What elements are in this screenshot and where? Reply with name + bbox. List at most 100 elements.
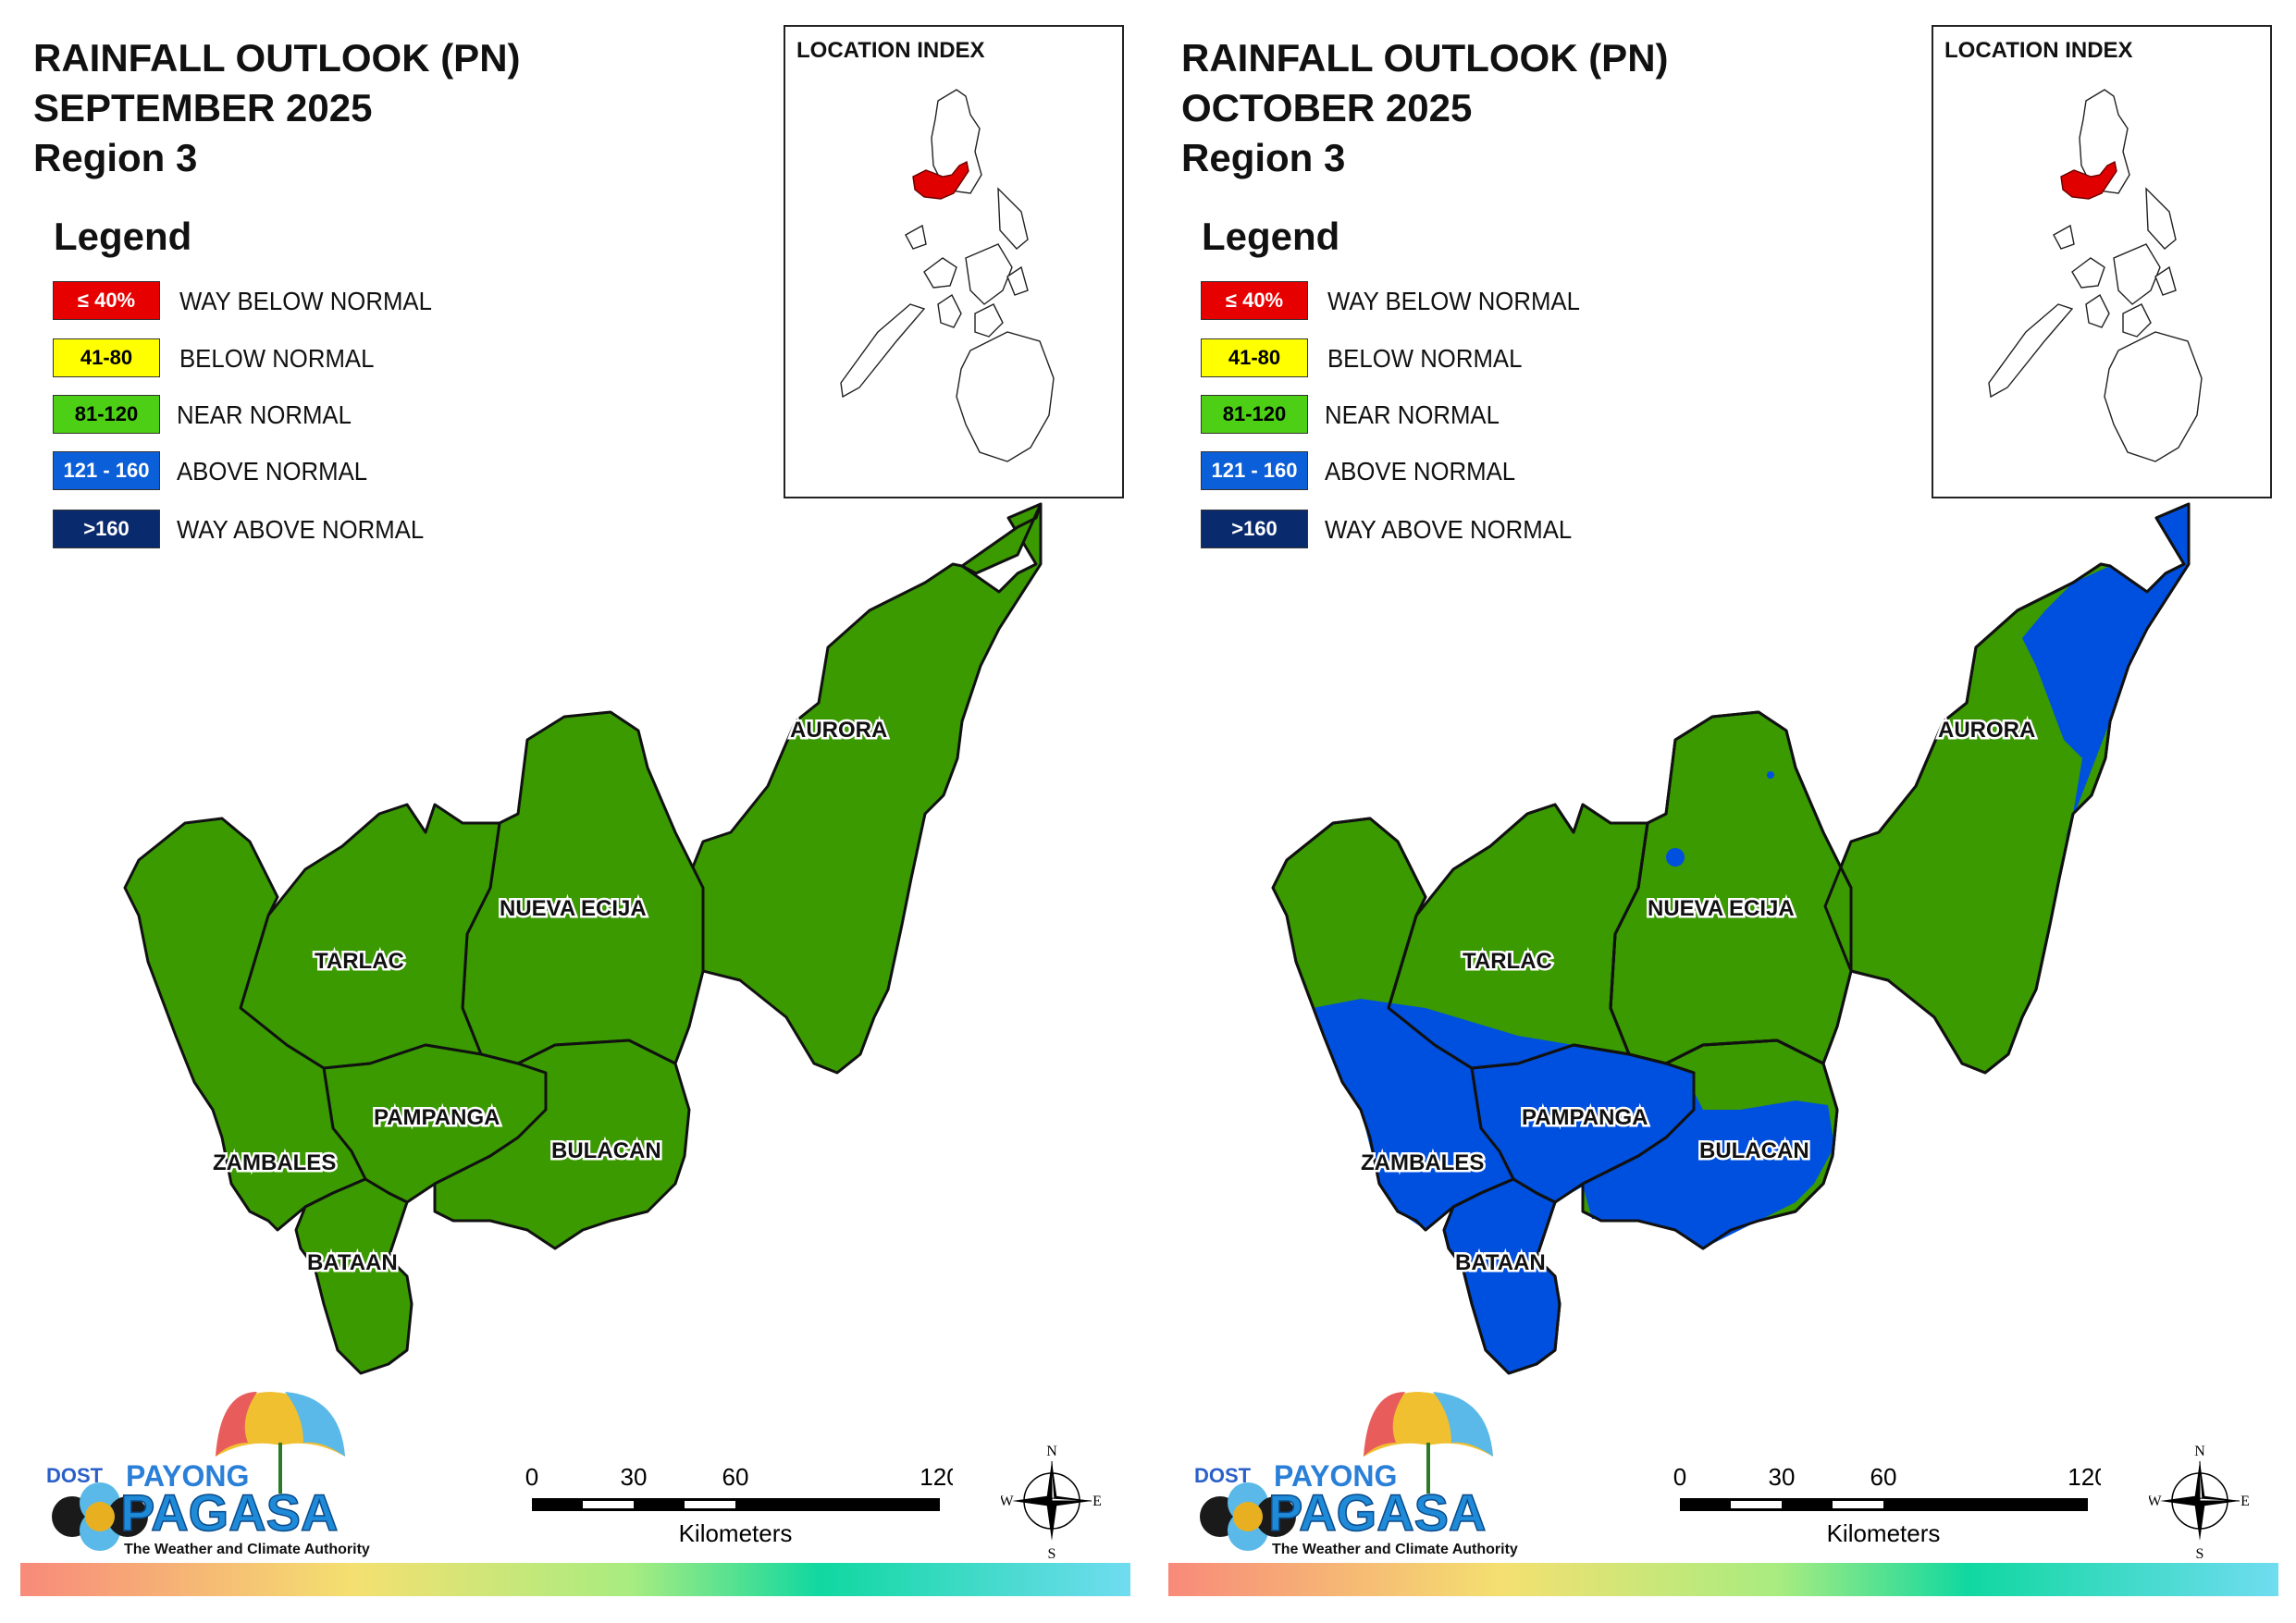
scale-bar: 0 30 60 120 Kilometers [1666, 1461, 2108, 1554]
legend-swatch: 41-80 [53, 338, 160, 377]
bataan-province [1442, 1177, 1562, 1375]
logo-payong: PAYONG [1274, 1459, 1397, 1493]
legend-swatch: ≤ 40% [1201, 281, 1308, 320]
legend-label: BELOW NORMAL [1327, 344, 1523, 373]
compass-e: E [2240, 1494, 2250, 1509]
logo-tagline: The Weather and Climate Authority [124, 1542, 370, 1557]
label-zambales: ZAMBALES [213, 1150, 336, 1175]
title-line-2: SEPTEMBER 2025 [33, 86, 373, 129]
label-bataan: BATAAN [307, 1250, 398, 1275]
aurora-tail [960, 502, 1043, 575]
philippines-outline-map [1988, 89, 2203, 462]
legend-label: ABOVE NORMAL [177, 457, 368, 486]
rainbow-gradient-bar [20, 1563, 1130, 1596]
logo-pagasa: PAGASA [120, 1483, 338, 1542]
label-pampanga: PAMPANGA [374, 1105, 500, 1130]
label-aurora: AURORA [790, 718, 887, 743]
logo-tagline: The Weather and Climate Authority [1272, 1542, 1518, 1557]
compass-n: N [1046, 1444, 1057, 1459]
legend-label: ABOVE NORMAL [1325, 457, 1516, 486]
label-bulacan: BULACAN [1699, 1138, 1809, 1163]
september-outlook-panel: RAINFALL OUTLOOK (PN) SEPTEMBER 2025 Reg… [20, 25, 1130, 1596]
tarlac-province [239, 803, 501, 1070]
map-title: RAINFALL OUTLOOK (PN) SEPTEMBER 2025 Reg… [33, 33, 521, 183]
legend-swatch: 81-120 [1201, 395, 1308, 434]
scale-tick-120: 120 [2068, 1463, 2101, 1491]
label-nueva-ecija: NUEVA ECIJA [500, 896, 647, 921]
region3-rainfall-map: AURORA NUEVA ECIJA TARLAC PAMPANGA BULAC… [1271, 502, 2191, 1375]
logo-payong: PAYONG [126, 1459, 249, 1493]
label-zambales: ZAMBALES [1361, 1150, 1484, 1175]
legend-label: WAY ABOVE NORMAL [177, 515, 425, 544]
compass-w: W [2149, 1494, 2162, 1509]
nueva-ecija-province [461, 710, 705, 1065]
scale-bar: 0 30 60 120 Kilometers [518, 1461, 960, 1554]
region3-rainfall-map: AURORA NUEVA ECIJA TARLAC PAMPANGA BULAC… [123, 502, 1043, 1375]
legend-label: WAY BELOW NORMAL [179, 287, 432, 315]
above-normal-zone-aurora [2022, 504, 2189, 842]
region3-highlight [912, 160, 969, 200]
scale-tick-0: 0 [525, 1463, 538, 1491]
legend-title: Legend [54, 215, 192, 258]
scale-tick-30: 30 [621, 1463, 648, 1491]
october-outlook-panel: RAINFALL OUTLOOK (PN) OCTOBER 2025 Regio… [1148, 0, 2296, 1623]
title-line-2: OCTOBER 2025 [1181, 86, 1473, 129]
scale-tick-60: 60 [1870, 1463, 1897, 1491]
location-index-box: LOCATION INDEX [1932, 25, 2272, 498]
legend-label: NEAR NORMAL [177, 400, 352, 429]
legend-label: NEAR NORMAL [1325, 400, 1500, 429]
location-index-title: LOCATION INDEX [1944, 38, 2133, 63]
bataan-province [294, 1177, 414, 1375]
compass-s: S [2196, 1546, 2204, 1561]
legend-title: Legend [1202, 215, 1340, 258]
label-tarlac: TARLAC [1463, 949, 1552, 974]
label-nueva-ecija: NUEVA ECIJA [1648, 896, 1795, 921]
scale-tick-0: 0 [1673, 1463, 1686, 1491]
bulacan-province [433, 1039, 691, 1250]
title-line-1: RAINFALL OUTLOOK (PN) [1181, 36, 1669, 80]
compass-s: S [1048, 1546, 1056, 1561]
location-index-title: LOCATION INDEX [796, 38, 985, 63]
title-line-3: Region 3 [1181, 136, 1346, 179]
legend-swatch: 81-120 [53, 395, 160, 434]
title-line-1: RAINFALL OUTLOOK (PN) [33, 36, 521, 80]
scale-unit: Kilometers [1827, 1519, 1941, 1547]
legend-swatch: 41-80 [1201, 338, 1308, 377]
label-aurora: AURORA [1938, 718, 2035, 743]
scale-tick-120: 120 [920, 1463, 953, 1491]
philippines-outline-map [840, 89, 1055, 462]
nueva-ecija-province [1609, 710, 1853, 1065]
payong-pagasa-logo: DOST PAYONG PAGASA The Weather and Clima… [46, 1392, 370, 1557]
title-line-3: Region 3 [33, 136, 198, 179]
rainbow-gradient-bar [1168, 1563, 2278, 1596]
compass-e: E [1092, 1494, 1102, 1509]
label-bataan: BATAAN [1455, 1250, 1546, 1275]
map-title: RAINFALL OUTLOOK (PN) OCTOBER 2025 Regio… [1181, 33, 1669, 183]
location-index-box: LOCATION INDEX [784, 25, 1124, 498]
label-bulacan: BULACAN [551, 1138, 661, 1163]
legend-label: WAY ABOVE NORMAL [1325, 515, 1573, 544]
compass-rose-icon: N S E W [2149, 1444, 2250, 1561]
aurora-province [675, 502, 1043, 1075]
payong-pagasa-logo: DOST PAYONG PAGASA The Weather and Clima… [1194, 1392, 1518, 1557]
logo-dost: DOST [1194, 1464, 1252, 1487]
region3-highlight [2060, 160, 2117, 200]
label-tarlac: TARLAC [315, 949, 404, 974]
scale-unit: Kilometers [679, 1519, 793, 1547]
logo-pagasa: PAGASA [1268, 1483, 1486, 1542]
scale-tick-60: 60 [722, 1463, 749, 1491]
legend-swatch: >160 [53, 510, 160, 548]
legend-label: BELOW NORMAL [179, 344, 375, 373]
above-normal-zone-bulacan [1583, 1100, 1834, 1248]
compass-n: N [2194, 1444, 2205, 1459]
legend-swatch: 121 - 160 [53, 451, 160, 490]
label-pampanga: PAMPANGA [1522, 1105, 1648, 1130]
scale-tick-30: 30 [1769, 1463, 1796, 1491]
legend-swatch: >160 [1201, 510, 1308, 548]
legend-label: WAY BELOW NORMAL [1327, 287, 1580, 315]
compass-w: W [1001, 1494, 1014, 1509]
legend-swatch: ≤ 40% [53, 281, 160, 320]
logo-dost: DOST [46, 1464, 104, 1487]
compass-rose-icon: N S E W [1001, 1444, 1102, 1561]
legend-swatch: 121 - 160 [1201, 451, 1308, 490]
